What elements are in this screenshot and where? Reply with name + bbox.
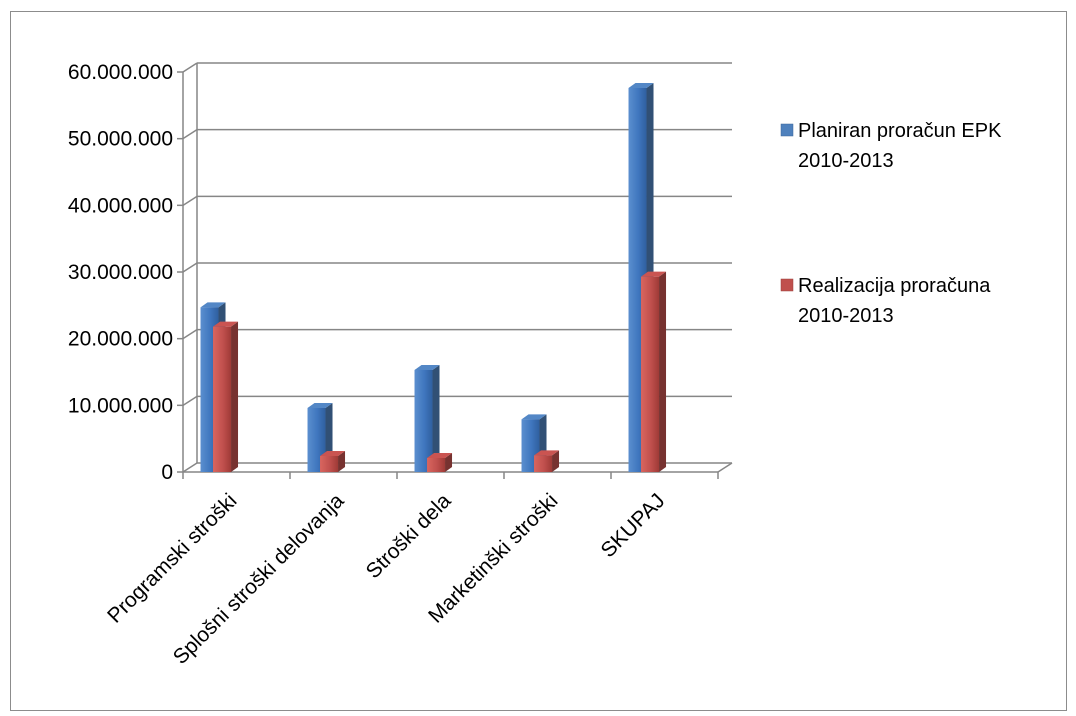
bar-front	[320, 456, 339, 472]
bar-front	[213, 326, 232, 472]
legend-label: 2010-2013	[798, 150, 894, 172]
legend-item-1: Realizacija proračuna 2010-2013	[780, 275, 991, 327]
bar-top	[628, 83, 654, 88]
bar-front	[427, 458, 446, 472]
gridline-connector	[182, 129, 198, 140]
y-tick-label: 20.000.000	[68, 328, 173, 351]
legend-swatch	[780, 278, 794, 292]
bar-0-2	[414, 365, 440, 472]
y-tick-label: 30.000.000	[68, 261, 173, 284]
y-tick-label: 60.000.000	[68, 61, 173, 84]
bar-1-2	[427, 453, 453, 472]
bar-side	[231, 321, 239, 472]
bar-top	[307, 403, 333, 408]
y-tick-label: 10.000.000	[68, 394, 173, 417]
floor-right-edge	[717, 462, 733, 473]
x-tick-label: Splošni stroški delovanja	[169, 489, 349, 669]
bar-top	[427, 453, 453, 458]
y-tick-label: 0	[161, 461, 173, 484]
bar-front	[414, 370, 433, 472]
y-tick-labels: 0 10.000.000 20.000.000 30.000.000 40.000.00…	[68, 61, 173, 484]
bar-side	[445, 453, 453, 472]
bars	[200, 83, 667, 472]
gridline-connector	[182, 262, 198, 273]
legend-swatch	[780, 123, 794, 137]
legend-label: Realizacija proračuna	[798, 275, 991, 297]
x-tick-label: SKUPAJ	[597, 489, 670, 562]
bar-1-3	[534, 450, 560, 472]
bar-front	[641, 276, 660, 472]
bar-1-4	[641, 271, 667, 472]
bar-side	[338, 451, 346, 472]
bar-side	[432, 365, 440, 472]
chart-frame	[10, 11, 1067, 711]
gridline-connector	[182, 462, 198, 473]
bar-side	[659, 271, 667, 472]
legend-label: 2010-2013	[798, 305, 894, 327]
legend-item-0: Planiran proračun EPK 2010-2013	[780, 120, 1002, 172]
bar-top	[200, 302, 226, 308]
bar-top	[213, 321, 239, 327]
bar-top	[534, 450, 560, 456]
y-tick-label: 40.000.000	[68, 194, 173, 217]
gridline-connector	[182, 195, 198, 206]
bar-1-1	[320, 451, 346, 472]
gridline-connector	[182, 395, 198, 406]
legend: Planiran proračun EPK2010-2013Realizacij…	[780, 120, 1002, 327]
bar-side	[552, 450, 560, 472]
bar-1-0	[213, 321, 239, 472]
bar-top	[414, 365, 440, 370]
bar-top	[521, 414, 547, 420]
bar-top	[320, 451, 346, 456]
y-tick-label: 50.000.000	[68, 128, 173, 151]
bar-top	[641, 271, 667, 277]
bar-front	[534, 455, 553, 472]
gridline-connector	[182, 62, 198, 73]
gridline-connector	[182, 329, 198, 340]
x-tick-label: Stroški dela	[362, 489, 456, 583]
legend-label: Planiran proračun EPK	[798, 120, 1002, 142]
